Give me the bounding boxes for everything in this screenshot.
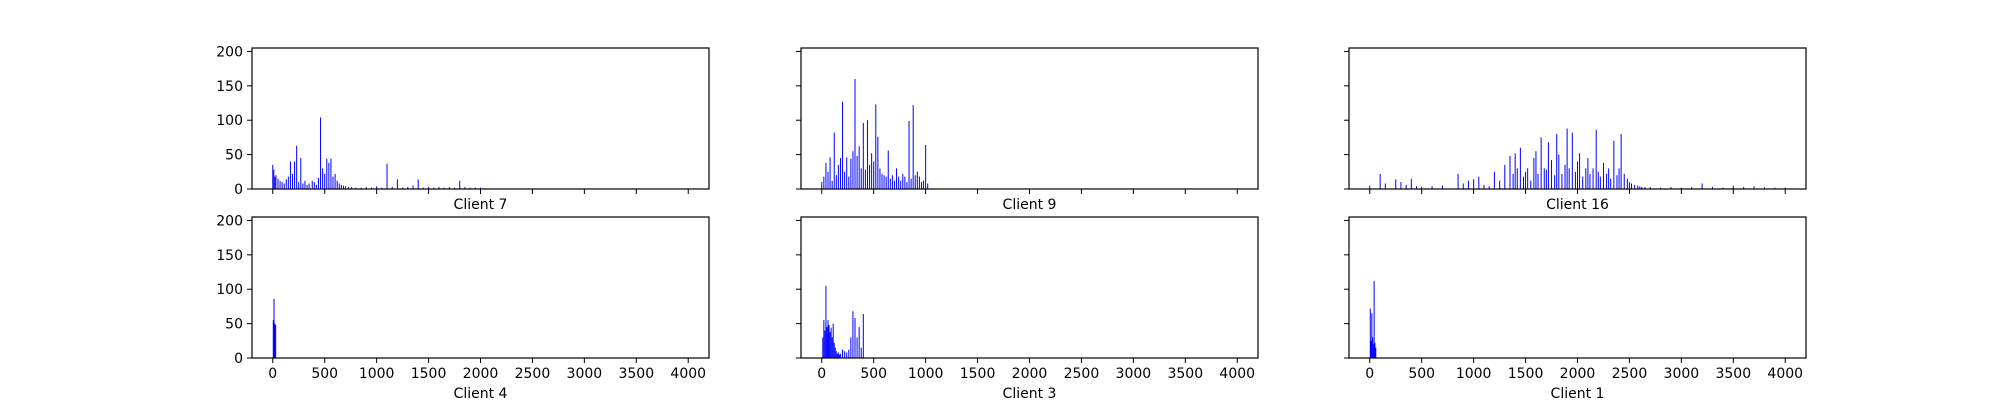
x-tick-label: 4000 <box>1219 366 1255 382</box>
x-tick-label: 4000 <box>1767 366 1803 382</box>
x-tick-label: 1000 <box>908 366 944 382</box>
x-tick-label: 3000 <box>567 366 603 382</box>
x-tick-label: 4000 <box>670 366 706 382</box>
x-tick-label: 2000 <box>463 366 499 382</box>
x-tick-label: 2500 <box>1612 366 1648 382</box>
x-tick-label: 1000 <box>1456 366 1492 382</box>
client-4-bars <box>272 298 277 358</box>
subplot-client-4: 0 500 1000 1500 2000 2500 3000 3500 4000 0 50 100 15… <box>216 213 710 400</box>
x-tick-label: 0 <box>817 366 826 382</box>
y-tick-label: 0 <box>234 182 243 198</box>
y-tick-label: 0 <box>234 351 243 367</box>
x-tick-label: 500 <box>311 366 338 382</box>
subplot-title: Client 9 <box>1003 197 1057 213</box>
x-tick-label: 2500 <box>515 366 551 382</box>
x-tick-label: 0 <box>1365 366 1374 382</box>
subplot-client-16: Client 16 <box>1344 47 1807 213</box>
x-tick-label: 2500 <box>1064 366 1100 382</box>
subplot-title: Client 7 <box>454 197 508 213</box>
subplot-client-3: 0 500 1000 1500 2000 2500 3000 3500 4000 Client 3 <box>796 216 1259 400</box>
y-tick-label: 200 <box>216 44 243 60</box>
subplot-client-1: 0 500 1000 1500 2000 2500 3000 3500 4000 Client 1 <box>1344 216 1807 400</box>
subplot-title: Client 4 <box>454 386 508 400</box>
y-tick-label: 150 <box>216 79 243 95</box>
subplot-client-7: 0 50 100 150 200 Client 7 <box>216 44 710 213</box>
x-tick-label: 1500 <box>1508 366 1544 382</box>
x-tick-label: 1500 <box>411 366 447 382</box>
subplot-title: Client 3 <box>1003 386 1057 400</box>
x-tick-label: 3500 <box>1715 366 1751 382</box>
x-tick-label: 3500 <box>618 366 654 382</box>
y-tick-label: 50 <box>225 317 243 333</box>
client-7-bars <box>272 117 487 189</box>
client-16-bars <box>1369 128 1786 189</box>
x-tick-label: 1000 <box>359 366 395 382</box>
x-tick-label: 500 <box>1408 366 1435 382</box>
y-tick-label: 100 <box>216 113 243 129</box>
client-1-bars <box>1369 280 1377 358</box>
subplot-title: Client 1 <box>1551 386 1605 400</box>
x-tick-label: 3000 <box>1664 366 1700 382</box>
y-tick-label: 100 <box>216 282 243 298</box>
x-tick-label: 500 <box>860 366 887 382</box>
y-tick-label: 50 <box>225 148 243 164</box>
y-tick-label: 150 <box>216 248 243 264</box>
subplot-client-9: Client 9 <box>796 47 1259 213</box>
x-tick-label: 0 <box>268 366 277 382</box>
x-tick-label: 3000 <box>1116 366 1152 382</box>
subplot-title: Client 16 <box>1546 197 1609 213</box>
x-tick-label: 1500 <box>960 366 996 382</box>
y-tick-label: 200 <box>216 213 243 229</box>
client-9-bars <box>821 78 929 189</box>
x-tick-label: 2000 <box>1560 366 1596 382</box>
x-tick-label: 3500 <box>1167 366 1203 382</box>
client-3-bars <box>822 285 864 358</box>
x-tick-label: 2000 <box>1012 366 1048 382</box>
